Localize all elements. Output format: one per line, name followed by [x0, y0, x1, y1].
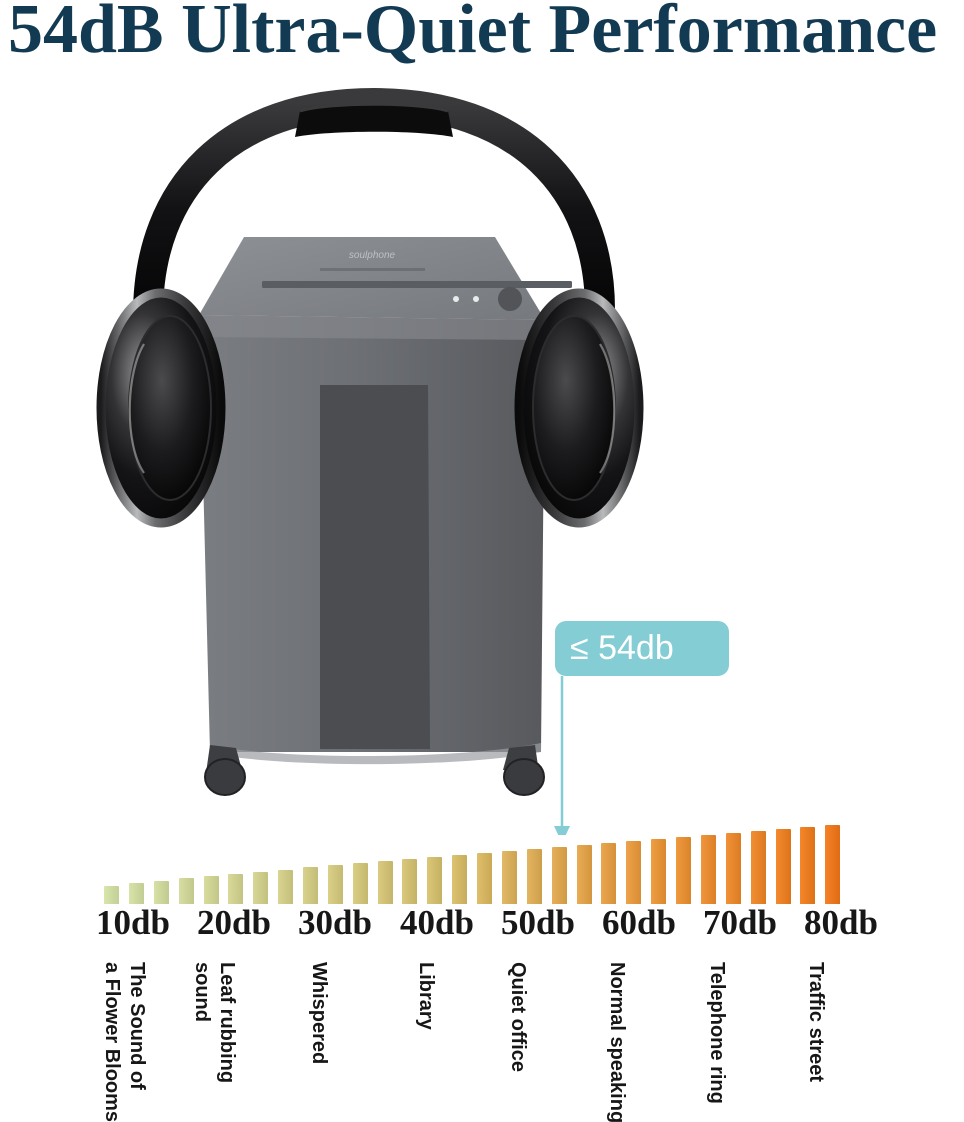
svg-text:≤ 54db: ≤ 54db [570, 629, 674, 667]
svg-text:soulphone: soulphone [349, 250, 396, 261]
